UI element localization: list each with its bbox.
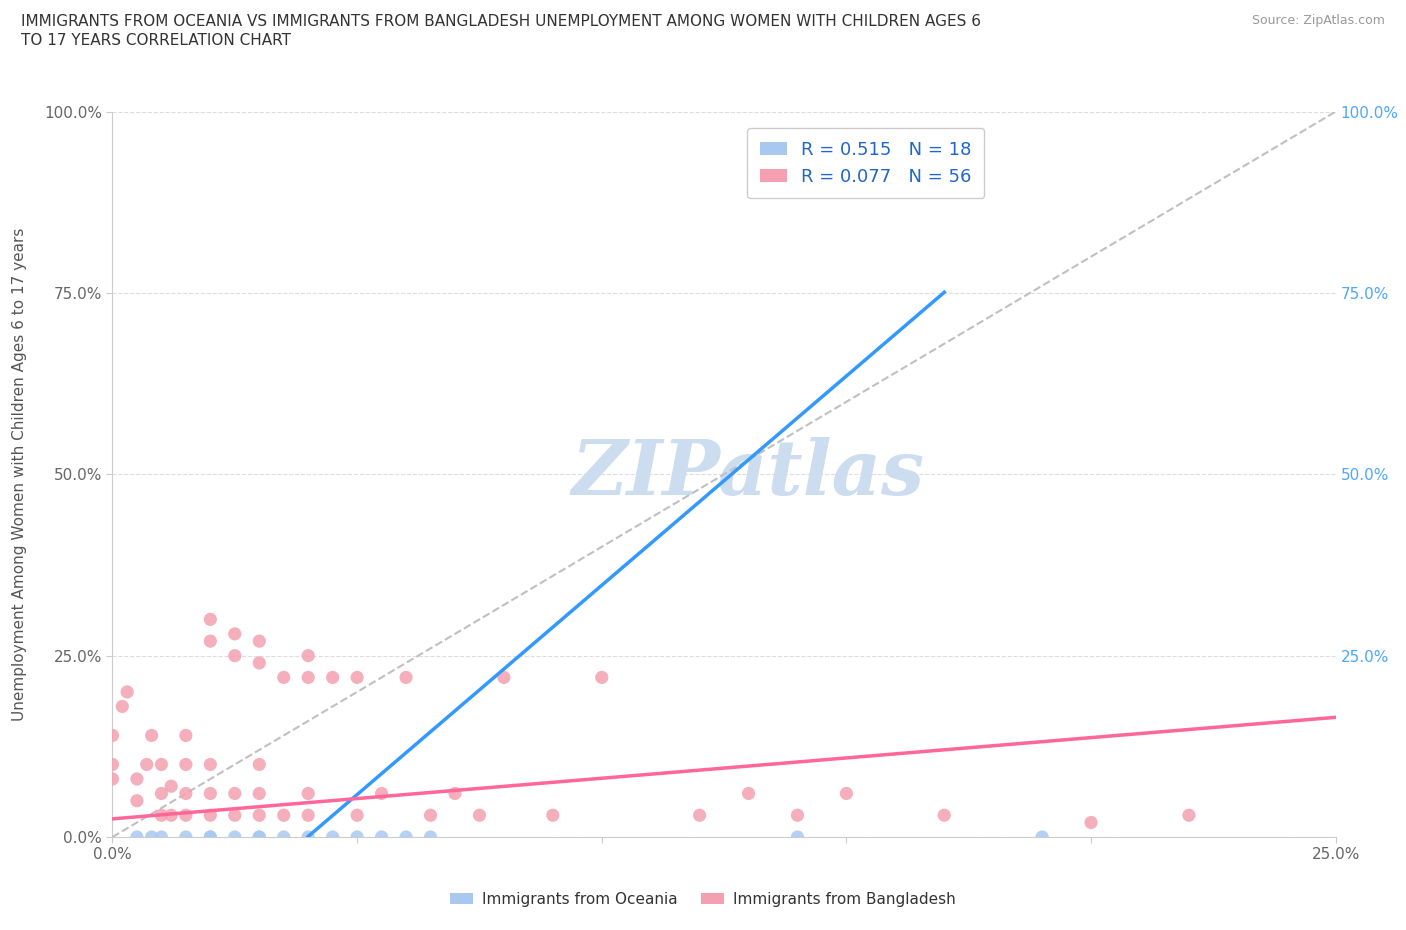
Point	[1031, 830, 1053, 844]
Point	[141, 728, 163, 743]
Point	[419, 830, 441, 844]
Y-axis label: Unemployment Among Women with Children Ages 6 to 17 years: Unemployment Among Women with Children A…	[13, 228, 27, 721]
Point	[297, 808, 319, 823]
Point	[150, 786, 173, 801]
Point	[346, 670, 368, 684]
Point	[541, 808, 564, 823]
Point	[224, 627, 246, 642]
Point	[689, 808, 711, 823]
Point	[174, 830, 197, 844]
Point	[247, 786, 270, 801]
Point	[200, 633, 222, 648]
Point	[141, 830, 163, 844]
Text: ZIPatlas: ZIPatlas	[572, 437, 925, 512]
Point	[297, 648, 319, 663]
Point	[395, 830, 418, 844]
Point	[160, 778, 183, 793]
Point	[150, 830, 173, 844]
Point	[174, 808, 197, 823]
Point	[200, 786, 222, 801]
Point	[297, 670, 319, 684]
Legend: Immigrants from Oceania, Immigrants from Bangladesh: Immigrants from Oceania, Immigrants from…	[444, 886, 962, 913]
Point	[1178, 808, 1201, 823]
Point	[200, 808, 222, 823]
Text: TO 17 YEARS CORRELATION CHART: TO 17 YEARS CORRELATION CHART	[21, 33, 291, 47]
Point	[224, 830, 246, 844]
Point	[174, 757, 197, 772]
Point	[247, 656, 270, 671]
Point	[125, 830, 148, 844]
Point	[115, 684, 138, 699]
Point	[395, 670, 418, 684]
Point	[160, 808, 183, 823]
Point	[101, 728, 124, 743]
Point	[150, 757, 173, 772]
Point	[492, 670, 515, 684]
Point	[200, 757, 222, 772]
Point	[468, 808, 491, 823]
Point	[247, 830, 270, 844]
Point	[370, 830, 392, 844]
Point	[322, 670, 344, 684]
Point	[247, 830, 270, 844]
Point	[273, 830, 295, 844]
Point	[200, 830, 222, 844]
Point	[125, 772, 148, 787]
Point	[444, 786, 467, 801]
Point	[297, 830, 319, 844]
Legend: R = 0.515   N = 18, R = 0.077   N = 56: R = 0.515 N = 18, R = 0.077 N = 56	[747, 128, 984, 198]
Point	[786, 808, 808, 823]
Point	[125, 793, 148, 808]
Point	[247, 633, 270, 648]
Point	[101, 772, 124, 787]
Point	[1080, 815, 1102, 830]
Point	[370, 786, 392, 801]
Point	[346, 808, 368, 823]
Point	[419, 808, 441, 823]
Point	[224, 648, 246, 663]
Point	[297, 786, 319, 801]
Point	[934, 808, 956, 823]
Point	[101, 757, 124, 772]
Point	[737, 786, 759, 801]
Point	[224, 808, 246, 823]
Point	[835, 786, 858, 801]
Text: Source: ZipAtlas.com: Source: ZipAtlas.com	[1251, 14, 1385, 27]
Point	[346, 830, 368, 844]
Point	[200, 830, 222, 844]
Point	[273, 808, 295, 823]
Point	[111, 699, 134, 714]
Point	[150, 808, 173, 823]
Point	[174, 728, 197, 743]
Point	[247, 808, 270, 823]
Point	[591, 670, 613, 684]
Point	[224, 786, 246, 801]
Point	[174, 786, 197, 801]
Text: IMMIGRANTS FROM OCEANIA VS IMMIGRANTS FROM BANGLADESH UNEMPLOYMENT AMONG WOMEN W: IMMIGRANTS FROM OCEANIA VS IMMIGRANTS FR…	[21, 14, 981, 29]
Point	[247, 757, 270, 772]
Point	[200, 612, 222, 627]
Point	[135, 757, 157, 772]
Point	[322, 830, 344, 844]
Point	[273, 670, 295, 684]
Point	[786, 830, 808, 844]
